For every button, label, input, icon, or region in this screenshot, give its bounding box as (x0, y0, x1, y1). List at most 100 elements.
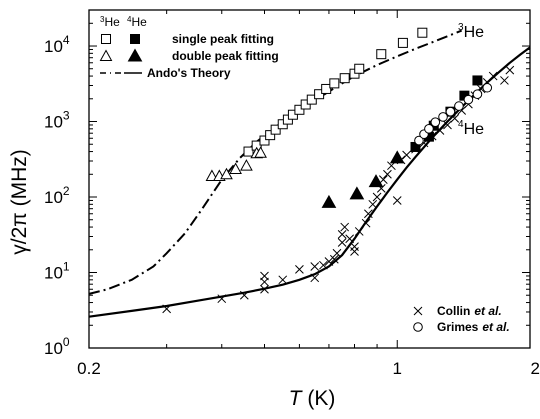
he3-curve-label-mass: 3 (458, 22, 464, 33)
legend-collin-marker (413, 306, 423, 316)
grimes-marker (424, 124, 434, 134)
he3-single-peak-marker (397, 37, 408, 48)
x-axis-title: T (K) (289, 387, 336, 410)
he3-double-peak-marker (229, 162, 242, 174)
collin-marker (278, 275, 288, 285)
theory-curve-he4 (88, 46, 531, 318)
y-tick-exponent: 3 (63, 109, 70, 123)
collin-marker (500, 76, 509, 85)
legend-grimes-suffix: et al. (482, 320, 509, 334)
collin-marker (345, 234, 355, 244)
he3-double-peak-marker (240, 159, 253, 171)
legend-header-he4: 4He (127, 15, 147, 29)
legend-header-he3-element: He (104, 15, 120, 29)
collin-marker (435, 126, 445, 135)
legend-double-peak-label: double peak fitting (172, 49, 279, 63)
he3-double-peak-marker (254, 146, 267, 158)
he4-single-peak-marker (472, 75, 483, 86)
grimes-marker (463, 94, 474, 105)
collin-marker (378, 175, 388, 184)
he3-single-peak-marker (354, 63, 365, 74)
y-tick-base: 10 (44, 113, 63, 132)
collin-marker (402, 150, 411, 160)
he4-curve-label-element: He (464, 121, 485, 138)
legend-he3-single-marker (101, 34, 111, 44)
collin-marker (329, 254, 339, 264)
he3-single-peak-marker (339, 73, 350, 84)
y-tick-label: 104 (44, 33, 70, 56)
collin-marker (295, 265, 304, 274)
y-tick-label: 103 (44, 109, 70, 132)
he4-double-peak-marker (349, 186, 365, 200)
legend-theory-label: Ando's Theory (147, 66, 231, 80)
legend-collin-suffix: et al. (474, 304, 501, 318)
he3-single-peak-marker (270, 124, 281, 135)
he4-curve-label-mass: 4 (458, 119, 464, 130)
collin-marker (364, 209, 373, 219)
y-axis-title-unit: (MHz) (8, 149, 31, 212)
grimes-marker (438, 112, 448, 122)
x-axis-title-symbol: T (289, 387, 304, 410)
he3-double-peak-marker (220, 167, 233, 180)
collin-marker (217, 294, 227, 304)
he3-single-peak-marker (417, 27, 428, 38)
grimes-marker (454, 101, 464, 111)
y-tick-base: 10 (44, 188, 63, 207)
x-tick-label: 1 (393, 359, 402, 378)
he4-double-peak-marker (368, 174, 384, 188)
y-tick-exponent: 4 (63, 33, 70, 47)
legend-he4-single-marker (130, 34, 140, 44)
grimes-marker (445, 106, 456, 117)
collin-marker (319, 260, 328, 270)
legend-grimes-name: Grimes (437, 320, 479, 334)
grimes-marker (414, 135, 424, 146)
legend-collin-label: Collin et al. (437, 304, 502, 318)
x-tick-label: 2 (531, 359, 540, 378)
y-tick-base: 10 (44, 37, 63, 56)
collin-marker (392, 196, 402, 205)
he4-double-peak-marker (321, 194, 337, 208)
y-tick-exponent: 0 (63, 335, 70, 349)
he3-single-peak-marker (294, 104, 305, 115)
y-tick-label: 102 (44, 184, 70, 207)
he3-curve-label: 3He (458, 22, 484, 41)
collin-marker (239, 290, 249, 300)
y-tick-exponent: 2 (63, 184, 70, 198)
y-axis-title-symbol: γ/2π (8, 212, 31, 255)
collin-marker (337, 230, 347, 239)
x-tick-label: 0.2 (77, 359, 101, 378)
he3-single-peak-marker (306, 94, 317, 105)
collin-marker (340, 222, 350, 232)
he3-single-peak-marker (376, 49, 387, 60)
he3-single-peak-marker (259, 135, 270, 146)
collin-marker (324, 257, 334, 266)
y-tick-base: 10 (44, 339, 63, 358)
collin-marker (387, 161, 396, 171)
y-axis-title: γ/2π (MHz) (8, 149, 31, 255)
collin-marker (310, 262, 320, 271)
legend-grimes-label: Grimes et al. (437, 320, 510, 334)
y-tick-label: 101 (44, 260, 70, 283)
collin-marker (372, 192, 382, 202)
collin-marker (350, 247, 359, 256)
legend-header-he3: 3He (100, 15, 120, 29)
grimes-marker (430, 117, 441, 127)
collin-marker (310, 273, 320, 283)
y-tick-exponent: 1 (63, 260, 70, 274)
collin-marker (488, 71, 498, 81)
he3-single-peak-marker (243, 146, 254, 157)
he3-single-peak-marker (329, 78, 340, 89)
collin-marker (368, 199, 378, 209)
collin-marker (383, 169, 392, 179)
x-axis-title-unit: (K) (302, 387, 336, 410)
y-tick-base: 10 (44, 264, 63, 283)
collin-marker (350, 242, 359, 252)
legend-header-he3-mass: 3 (100, 15, 105, 24)
collin-marker (260, 271, 269, 281)
collin-marker (443, 120, 452, 130)
legend-collin-name: Collin (437, 304, 470, 318)
